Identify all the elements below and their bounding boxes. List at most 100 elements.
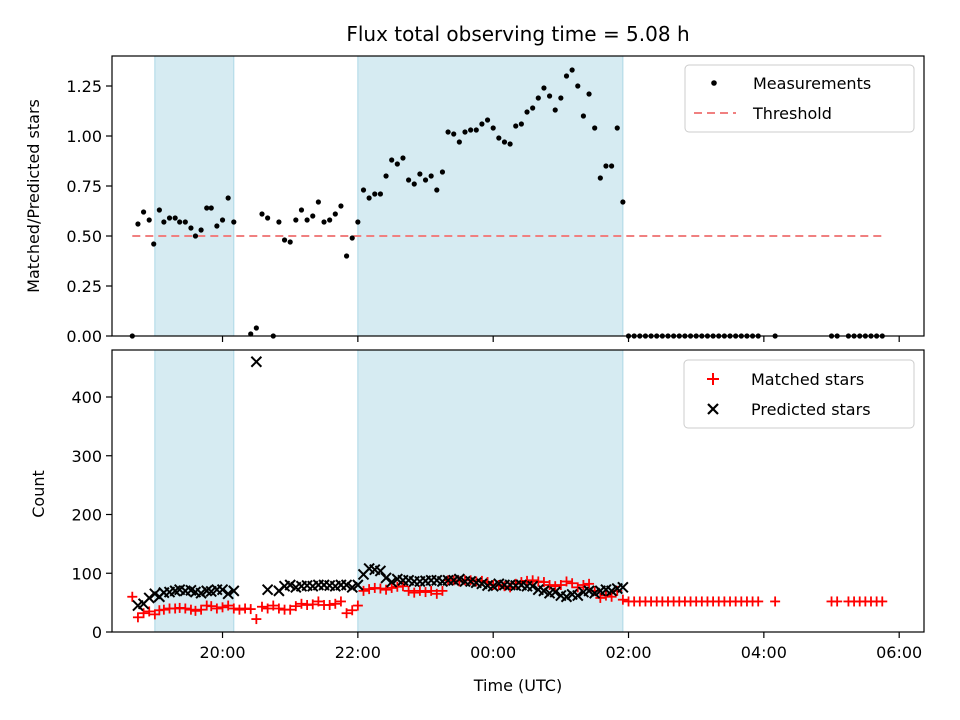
measurement-point [417, 171, 423, 177]
measurement-point [198, 227, 204, 233]
measurement-point [406, 177, 412, 183]
predicted-star-point [261, 583, 274, 596]
measurement-point [360, 187, 367, 193]
predicted-marker-b [600, 583, 612, 596]
predicted-marker-b [149, 588, 161, 600]
measurement-point [248, 331, 254, 337]
matched-star-point [324, 599, 335, 610]
matched-star-point [335, 596, 346, 607]
measurement-point [507, 141, 513, 147]
measurement-point [614, 125, 620, 131]
matched-star-point [341, 608, 352, 619]
matched-star-point [877, 596, 888, 607]
predicted-marker-b [617, 581, 629, 594]
y-tick-label: 300 [71, 447, 102, 466]
measurement-point [140, 209, 147, 215]
matched-star-point [262, 603, 273, 614]
matched-star-point [420, 587, 431, 598]
matched-star-point [307, 599, 318, 610]
predicted-star-point [526, 580, 539, 592]
predicted-marker-b [352, 579, 364, 591]
matched-star-point [251, 614, 262, 625]
measurement-point [265, 215, 271, 221]
predicted-marker-b [340, 579, 353, 591]
measurement-point [355, 219, 361, 225]
bottom-axes-frame [111, 349, 925, 633]
predicted-marker-b [493, 578, 505, 590]
measurement-point [484, 117, 491, 123]
legend-measurements-marker [711, 80, 717, 86]
measurement-point [214, 223, 220, 229]
legend-measurements-label: Measurements [753, 74, 871, 93]
predicted-marker-b [583, 585, 595, 597]
x-tick-label: 20:00 [199, 643, 245, 662]
measurement-point [394, 161, 400, 167]
x-tick-label: 00:00 [470, 643, 516, 662]
matched-star-point [364, 584, 375, 595]
matched-star-point [386, 582, 397, 593]
measurement-point [327, 217, 333, 223]
predicted-star-point [250, 356, 263, 368]
matched-star-point [273, 603, 284, 614]
measurement-point [575, 83, 581, 89]
measurement-point [321, 219, 327, 225]
measurement-point [451, 131, 457, 137]
matched-star-point [245, 604, 256, 615]
measurement-point [580, 113, 587, 119]
measurement-point [490, 125, 496, 131]
predicted-marker-b [216, 583, 229, 596]
predicted-star-point [228, 585, 240, 597]
top-y-axis-label: Matched/Predicted stars [24, 99, 43, 293]
predicted-marker-b [189, 586, 202, 598]
predicted-marker-b [385, 576, 398, 588]
predicted-marker-b [380, 572, 392, 584]
predicted-marker-b [464, 575, 477, 588]
measurement-point [259, 211, 265, 217]
y-tick-label: 0.00 [66, 327, 102, 346]
predicted-marker-b [369, 564, 381, 576]
measurement-point [558, 95, 564, 101]
matched-star-point [414, 585, 425, 596]
measurement-point [473, 127, 479, 133]
measurement-point [338, 203, 344, 209]
matched-star-point [409, 587, 420, 598]
measurement-point [439, 169, 446, 175]
matched-star-point [330, 598, 341, 609]
predicted-star-point [549, 586, 561, 598]
measurement-point [276, 219, 282, 225]
predicted-marker-b [515, 579, 528, 591]
measurement-point [192, 233, 199, 239]
matched-star-point [296, 598, 307, 609]
y-tick-label: 200 [71, 506, 102, 525]
matched-star-point [196, 604, 207, 615]
measurement-point [304, 217, 310, 223]
matched-star-point [228, 603, 239, 614]
predicted-star-point [380, 572, 392, 584]
measurement-point [434, 187, 440, 193]
measurement-point [422, 177, 429, 183]
measurement-point [188, 225, 194, 231]
measurement-point [513, 123, 519, 129]
measurement-point [208, 205, 214, 211]
bottom-y-axis-label: Count [29, 470, 48, 518]
measurement-point [592, 125, 598, 131]
matched-star-point [770, 596, 781, 607]
legend-matched-marker [707, 373, 719, 385]
bottom-x-ticks: 20:00 22:00 00:00 02:00 04:00 06:00 [199, 632, 922, 662]
matched-stars-points [127, 575, 888, 625]
matched-star-point [617, 594, 628, 605]
measurement-point [383, 173, 389, 179]
top-y-ticks: 0.00 0.25 0.50 0.75 1.00 1.25 [66, 77, 112, 346]
measurement-point [428, 173, 434, 179]
predicted-marker-b [228, 585, 240, 597]
measurement-point [310, 213, 316, 219]
x-axis-label: Time (UTC) [473, 676, 562, 695]
predicted-marker-b [185, 584, 197, 596]
matched-star-point [555, 580, 566, 590]
matched-star-point [578, 580, 589, 590]
matched-star-point [403, 585, 414, 596]
predicted-marker-b [532, 583, 545, 596]
predicted-marker-b [318, 579, 330, 591]
y-tick-label: 0 [92, 623, 102, 642]
